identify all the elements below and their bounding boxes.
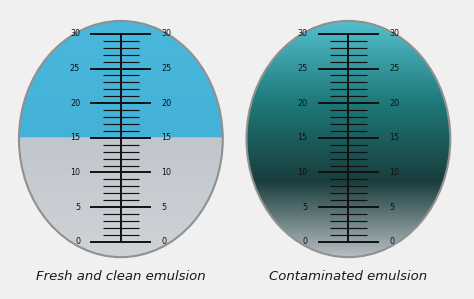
Text: 10: 10 <box>70 168 80 177</box>
Text: 20: 20 <box>389 99 399 108</box>
Text: 15: 15 <box>389 133 399 142</box>
Text: 10: 10 <box>298 168 308 177</box>
Text: 20: 20 <box>162 99 172 108</box>
Text: 0: 0 <box>389 237 394 246</box>
Text: 0: 0 <box>302 237 308 246</box>
Text: 15: 15 <box>162 133 172 142</box>
Text: 15: 15 <box>70 133 80 142</box>
Text: 20: 20 <box>298 99 308 108</box>
Text: 5: 5 <box>302 203 308 212</box>
Text: 10: 10 <box>162 168 172 177</box>
Text: 25: 25 <box>389 64 400 73</box>
Text: 25: 25 <box>70 64 80 73</box>
Text: Fresh and clean emulsion: Fresh and clean emulsion <box>36 270 206 283</box>
Text: 30: 30 <box>298 29 308 39</box>
Text: 20: 20 <box>70 99 80 108</box>
Text: 30: 30 <box>70 29 80 39</box>
Text: 5: 5 <box>75 203 80 212</box>
Text: Contaminated emulsion: Contaminated emulsion <box>269 270 428 283</box>
Text: 25: 25 <box>162 64 172 73</box>
Text: 5: 5 <box>389 203 394 212</box>
Text: 30: 30 <box>162 29 172 39</box>
Text: 0: 0 <box>162 237 167 246</box>
Text: 25: 25 <box>297 64 308 73</box>
Text: 15: 15 <box>298 133 308 142</box>
Text: 30: 30 <box>389 29 399 39</box>
Text: 10: 10 <box>389 168 399 177</box>
Text: 5: 5 <box>162 203 167 212</box>
Text: 0: 0 <box>75 237 80 246</box>
